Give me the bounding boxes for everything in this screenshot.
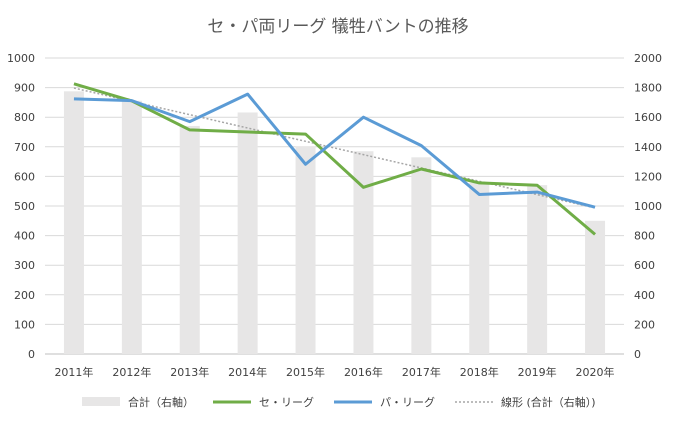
- y-left-tick-label: 100: [14, 318, 35, 331]
- bar: [237, 112, 258, 355]
- trendline-series: [73, 87, 596, 209]
- bar: [179, 125, 200, 354]
- pacific-league-line: [73, 92, 596, 209]
- x-tick-label: 2017年: [402, 365, 441, 379]
- bar: [295, 146, 316, 354]
- bar: [121, 100, 142, 354]
- y-right-tick-label: 200: [634, 318, 655, 331]
- legend-swatch-total: [82, 397, 120, 406]
- legend-label: セ・リーグ: [259, 395, 314, 409]
- bar: [469, 182, 490, 354]
- x-tick-label: 2014年: [228, 365, 267, 379]
- y-right-tick-label: 400: [634, 289, 655, 302]
- y-right-tick-label: 600: [634, 259, 655, 272]
- y-axis-left: 0 100 200 300 400 500 600 700 800 900 1000: [7, 52, 35, 361]
- y-right-tick-label: 800: [634, 230, 655, 243]
- y-left-tick-label: 600: [14, 170, 35, 183]
- y-right-tick-label: 1800: [634, 82, 662, 95]
- y-left-tick-label: 500: [14, 200, 35, 213]
- x-tick-label: 2019年: [518, 365, 557, 379]
- y-left-tick-label: 1000: [7, 52, 35, 65]
- y-right-tick-label: 0: [634, 348, 641, 361]
- y-left-tick-label: 200: [14, 289, 35, 302]
- y-left-tick-label: 800: [14, 111, 35, 124]
- y-right-tick-label: 1200: [634, 170, 662, 183]
- legend-label: 線形 (合計（右軸）): [501, 395, 596, 409]
- y-right-tick-label: 1000: [634, 200, 662, 213]
- bar: [411, 157, 432, 354]
- x-axis: 2011年 2012年 2013年 2014年 2015年 2016年 2017年 2018年…: [54, 365, 614, 379]
- central-league-line: [73, 82, 597, 236]
- x-tick-label: 2015年: [286, 365, 325, 379]
- legend: 合計（右軸） セ・リーグ パ・リーグ 線形 (合計（右軸）): [82, 395, 596, 409]
- y-left-tick-label: 0: [28, 348, 35, 361]
- bar: [353, 151, 374, 354]
- chart-title: セ・パ両リーグ 犠牲バントの推移: [207, 17, 468, 37]
- y-right-tick-label: 2000: [634, 52, 662, 65]
- bar: [63, 91, 84, 355]
- y-axis-right: 0 200 400 600 800 1000 1200 1400 1600 1800 2000: [634, 52, 662, 361]
- bar: [585, 220, 606, 354]
- y-left-tick-label: 900: [14, 82, 35, 95]
- y-right-tick-label: 1600: [634, 111, 662, 124]
- y-left-tick-label: 300: [14, 259, 35, 272]
- x-tick-label: 2011年: [54, 365, 93, 379]
- x-tick-label: 2012年: [112, 365, 151, 379]
- bar-series: [63, 91, 606, 355]
- legend-label: 合計（右軸）: [128, 395, 194, 409]
- bar: [527, 185, 548, 354]
- x-tick-label: 2020年: [576, 365, 615, 379]
- trendline: [73, 87, 596, 209]
- y-left-tick-label: 700: [14, 141, 35, 154]
- line-series: [73, 82, 597, 236]
- y-right-tick-label: 1400: [634, 141, 662, 154]
- x-tick-label: 2018年: [460, 365, 499, 379]
- x-tick-label: 2013年: [170, 365, 209, 379]
- x-tick-label: 2016年: [344, 365, 383, 379]
- legend-label: パ・リーグ: [380, 395, 435, 409]
- y-left-tick-label: 400: [14, 230, 35, 243]
